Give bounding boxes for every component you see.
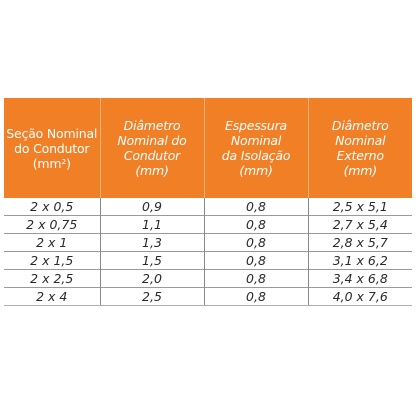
table-row: 2 x 1,5 1,5 0,8 3,1 x 6,2	[4, 251, 412, 270]
header-line: (mm)	[135, 163, 169, 178]
table-row: 2 x 0,75 1,1 0,8 2,7 x 5,4	[4, 215, 412, 234]
cell-insulation-thickness: 0,8	[203, 198, 308, 216]
header-row: Seção Nominal do Condutor (mm²) Diâmetro…	[4, 98, 412, 198]
cell-section: 2 x 2,5	[4, 269, 100, 288]
cell-insulation-thickness: 0,8	[203, 287, 308, 306]
cell-section: 2 x 0,75	[4, 215, 100, 234]
header-line: do Condutor	[14, 140, 90, 156]
header-line: Nominal do	[117, 133, 187, 148]
table-body: 2 x 0,5 0,9 0,8 2,5 x 5,1 2 x 0,75 1,1 0…	[4, 198, 412, 306]
header-nominal-section: Seção Nominal do Condutor (mm²)	[4, 98, 100, 198]
header-line: Espessura	[225, 118, 287, 133]
cell-insulation-thickness: 0,8	[203, 251, 308, 270]
header-line: (mm)	[343, 163, 378, 178]
cell-external-diameter: 4,0 x 7,6	[307, 287, 412, 306]
header-line: Nominal	[335, 133, 386, 148]
cell-insulation-thickness: 0,8	[203, 269, 308, 288]
cell-external-diameter: 2,5 x 5,1	[307, 198, 412, 216]
cell-conductor-diameter: 1,1	[99, 215, 204, 234]
header-line: Nominal	[230, 133, 282, 148]
table-row: 2 x 2,5 2,0 0,8 3,4 x 6,8	[4, 269, 412, 288]
cell-conductor-diameter: 1,5	[99, 251, 204, 270]
cell-conductor-diameter: 0,9	[99, 198, 204, 216]
cell-section: 2 x 4	[4, 287, 100, 306]
cell-conductor-diameter: 2,5	[99, 287, 204, 306]
table-header: Seção Nominal do Condutor (mm²) Diâmetro…	[4, 98, 412, 198]
cell-section: 2 x 1,5	[4, 251, 100, 270]
header-external-diameter: Diâmetro Nominal Externo (mm)	[307, 98, 412, 198]
cell-section: 2 x 1	[4, 233, 100, 252]
cell-insulation-thickness: 0,8	[203, 215, 308, 234]
table-row: 2 x 4 2,5 0,8 4,0 x 7,6	[4, 287, 412, 306]
header-line: Externo	[336, 148, 384, 163]
cell-external-diameter: 3,1 x 6,2	[307, 251, 412, 270]
header-insulation-thickness: Espessura Nominal da Isolação (mm)	[203, 98, 308, 198]
cell-conductor-diameter: 2,0	[99, 269, 204, 288]
header-line: (mm)	[239, 163, 273, 178]
header-line: Diâmetro	[123, 118, 181, 133]
header-line: Condutor	[123, 148, 181, 163]
cell-external-diameter: 2,8 x 5,7	[307, 233, 412, 252]
header-line: Diâmetro	[331, 118, 389, 133]
header-line: da Isolação	[221, 148, 291, 163]
cell-insulation-thickness: 0,8	[203, 233, 308, 252]
header-conductor-diameter: Diâmetro Nominal do Condutor (mm)	[99, 98, 204, 198]
cell-section: 2 x 0,5	[30, 199, 74, 214]
table-row: 2 x 1 1,3 0,8 2,8 x 5,7	[4, 233, 412, 252]
cell-external-diameter: 3,4 x 6,8	[307, 269, 412, 288]
cable-spec-table: Seção Nominal do Condutor (mm²) Diâmetro…	[4, 98, 412, 306]
cell-conductor-diameter: 1,3	[99, 233, 204, 252]
cell-external-diameter: 2,7 x 5,4	[307, 215, 412, 234]
header-line: Seção Nominal	[6, 125, 98, 141]
header-line: (mm²)	[32, 155, 71, 171]
table-row: 2 x 0,5 0,9 0,8 2,5 x 5,1	[4, 198, 412, 216]
